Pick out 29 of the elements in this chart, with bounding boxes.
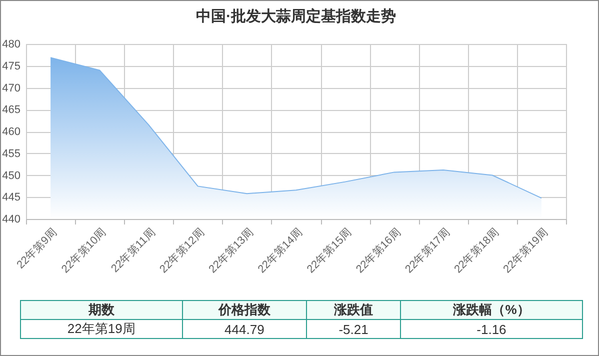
x-tick-label: 22年第16周 (354, 226, 404, 276)
y-tick-label: 475 (2, 60, 20, 72)
x-tick-label: 22年第14周 (256, 226, 305, 276)
y-tick-label: 460 (2, 126, 20, 138)
text: -5.21 (306, 320, 400, 338)
text: 期数 (20, 300, 182, 320)
x-tick-label: 22年第13周 (206, 226, 256, 276)
x-tick-label: 22年第9周 (14, 226, 60, 272)
text: 涨跌值 (306, 300, 400, 320)
x-tick-label: 22年第19周 (501, 226, 550, 276)
text: 22年第19周 (20, 320, 182, 338)
x-tick-label: 22年第10周 (59, 226, 109, 276)
x-tick-label: 22年第15周 (304, 226, 354, 276)
x-tick-label: 22年第11周 (109, 226, 158, 276)
y-tick-label: 455 (2, 148, 20, 160)
x-tick-label: 22年第18周 (452, 226, 502, 276)
y-tick-label: 470 (2, 82, 20, 94)
y-tick-label: 445 (2, 192, 20, 204)
y-tick-label: 480 (2, 38, 20, 50)
y-tick-label: 465 (2, 104, 20, 116)
x-tick-label: 22年第17周 (403, 226, 452, 276)
x-tick-label: 22年第12周 (158, 226, 207, 276)
y-tick-label: 450 (2, 170, 20, 182)
text: 价格指数 (182, 300, 307, 320)
text: 涨跌幅（%） (400, 300, 582, 320)
chart-title: 中国·批发大蒜周定基指数走势 (196, 7, 396, 25)
text: 444.79 (182, 320, 307, 338)
text: -1.16 (400, 320, 582, 338)
y-tick-label: 440 (2, 214, 20, 226)
